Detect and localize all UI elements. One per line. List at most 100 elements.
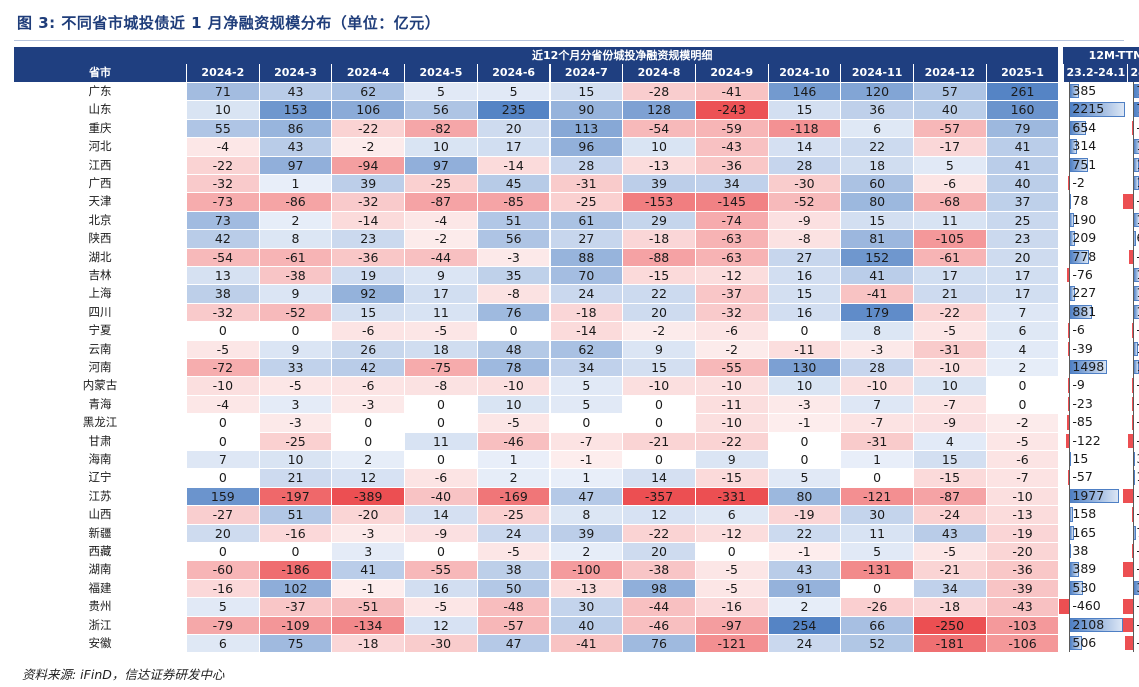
ttm-value: 133 [1133, 174, 1139, 192]
value-cell: 5 [913, 155, 986, 174]
value-cell: -37 [694, 284, 768, 303]
value-cell: 10 [767, 376, 841, 395]
value-cell: -1 [549, 450, 623, 469]
value-cell: 128 [622, 100, 695, 119]
value-cell: 91 [767, 578, 841, 598]
value-cell: 23 [985, 229, 1059, 248]
value-cell: 0 [767, 431, 841, 450]
value-cell: -38 [258, 266, 332, 285]
value-cell: -5 [476, 542, 550, 561]
value-cell: 13 [186, 266, 259, 285]
value-cell: -9 [767, 210, 841, 230]
value-cell: -88 [622, 247, 695, 266]
value-cell: 106 [331, 100, 405, 119]
value-cell: 15 [622, 358, 695, 377]
ttm-value: -6 [1072, 322, 1085, 338]
ttm-value: 12 [1133, 468, 1139, 486]
value-cell: 11 [840, 523, 913, 542]
value-cell: 9 [622, 339, 695, 358]
province-label: 广西 [88, 176, 112, 190]
value-cell: -86 [258, 192, 332, 211]
value-cell: 6 [840, 118, 913, 138]
value-cell: -25 [476, 505, 550, 524]
value-cell: -15 [913, 468, 986, 487]
ttm-value: 125 [1133, 340, 1139, 358]
value-cell: 50 [476, 578, 550, 598]
value-cell: -13 [985, 505, 1059, 524]
ttm-value: 165 [1072, 524, 1097, 540]
value-cell: 6 [985, 321, 1059, 340]
province-label: 福建 [88, 580, 112, 595]
value-cell: -389 [331, 486, 405, 506]
value-cell: 0 [622, 413, 695, 432]
value-cell: -11 [767, 339, 841, 358]
value-cell: -8 [404, 376, 477, 395]
ttm-bar [1132, 396, 1134, 412]
value-cell: -52 [767, 192, 841, 211]
value-cell: -106 [985, 634, 1059, 653]
value-cell: 9 [258, 284, 332, 303]
ttm-bar [1123, 617, 1134, 632]
value-cell: 18 [840, 155, 913, 174]
value-cell: -1 [767, 413, 841, 432]
value-cell: 160 [985, 100, 1059, 119]
value-cell: 1 [476, 450, 550, 469]
province-label: 河南 [88, 360, 112, 374]
value-cell: -14 [331, 210, 405, 230]
value-cell: 20 [622, 302, 695, 322]
ttm-value: -6 [1133, 505, 1139, 523]
value-cell: 153 [258, 100, 332, 119]
ttm-value: 1977 [1072, 487, 1105, 503]
value-cell: -11 [694, 394, 768, 414]
value-cell: -41 [840, 284, 913, 303]
ttm-value: -85 [1072, 414, 1093, 430]
value-cell: -3 [331, 394, 405, 414]
ttm-bar [1068, 378, 1070, 393]
value-cell: -6 [331, 376, 405, 395]
value-cell: 17 [985, 266, 1059, 285]
value-cell: 16 [767, 302, 841, 322]
header-blank [14, 47, 186, 64]
value-cell: -26 [840, 597, 913, 616]
province-label: 陕西 [88, 231, 112, 246]
value-cell: -44 [622, 597, 695, 616]
ttm-value: 190 [1072, 211, 1097, 227]
ttm-value: -216 [1133, 634, 1139, 652]
value-cell: 3 [258, 394, 332, 414]
ttm-value: 38 [1072, 543, 1089, 558]
value-cell: 56 [476, 229, 550, 248]
value-cell: 5 [186, 597, 259, 616]
value-cell: -3 [476, 247, 550, 266]
value-cell: -19 [767, 505, 841, 524]
value-cell: 39 [622, 174, 695, 193]
value-cell: 9 [694, 450, 768, 469]
value-cell: 15 [331, 302, 405, 322]
value-cell: 2 [549, 542, 623, 561]
ttm-bar [1131, 378, 1134, 393]
value-cell: 20 [186, 523, 259, 542]
value-cell: -103 [985, 615, 1059, 634]
value-cell: -22 [913, 302, 986, 322]
value-cell: 29 [622, 210, 695, 230]
value-cell: -22 [331, 118, 405, 138]
value-cell: 0 [404, 450, 477, 469]
province-label: 安徽 [88, 636, 112, 650]
ttm-value: -2 [1133, 395, 1139, 413]
value-cell: 71 [186, 82, 259, 101]
value-cell: -55 [694, 358, 768, 377]
ttm-bar [1123, 194, 1134, 209]
value-cell: -61 [913, 247, 986, 266]
province-label: 北京 [88, 212, 112, 227]
value-cell: 14 [404, 505, 477, 524]
value-cell: -5 [913, 321, 986, 340]
value-cell: 17 [985, 284, 1059, 303]
value-cell: -181 [913, 634, 986, 653]
ttm-bar [1131, 415, 1134, 430]
ttm-value: -511 [1133, 560, 1139, 578]
month-header: 2024-4 [331, 64, 405, 82]
value-cell: 43 [767, 560, 841, 579]
value-cell: 41 [985, 137, 1059, 156]
value-cell: 235 [476, 100, 550, 119]
ttm-bar [1067, 268, 1070, 283]
value-cell: -8 [476, 284, 550, 303]
